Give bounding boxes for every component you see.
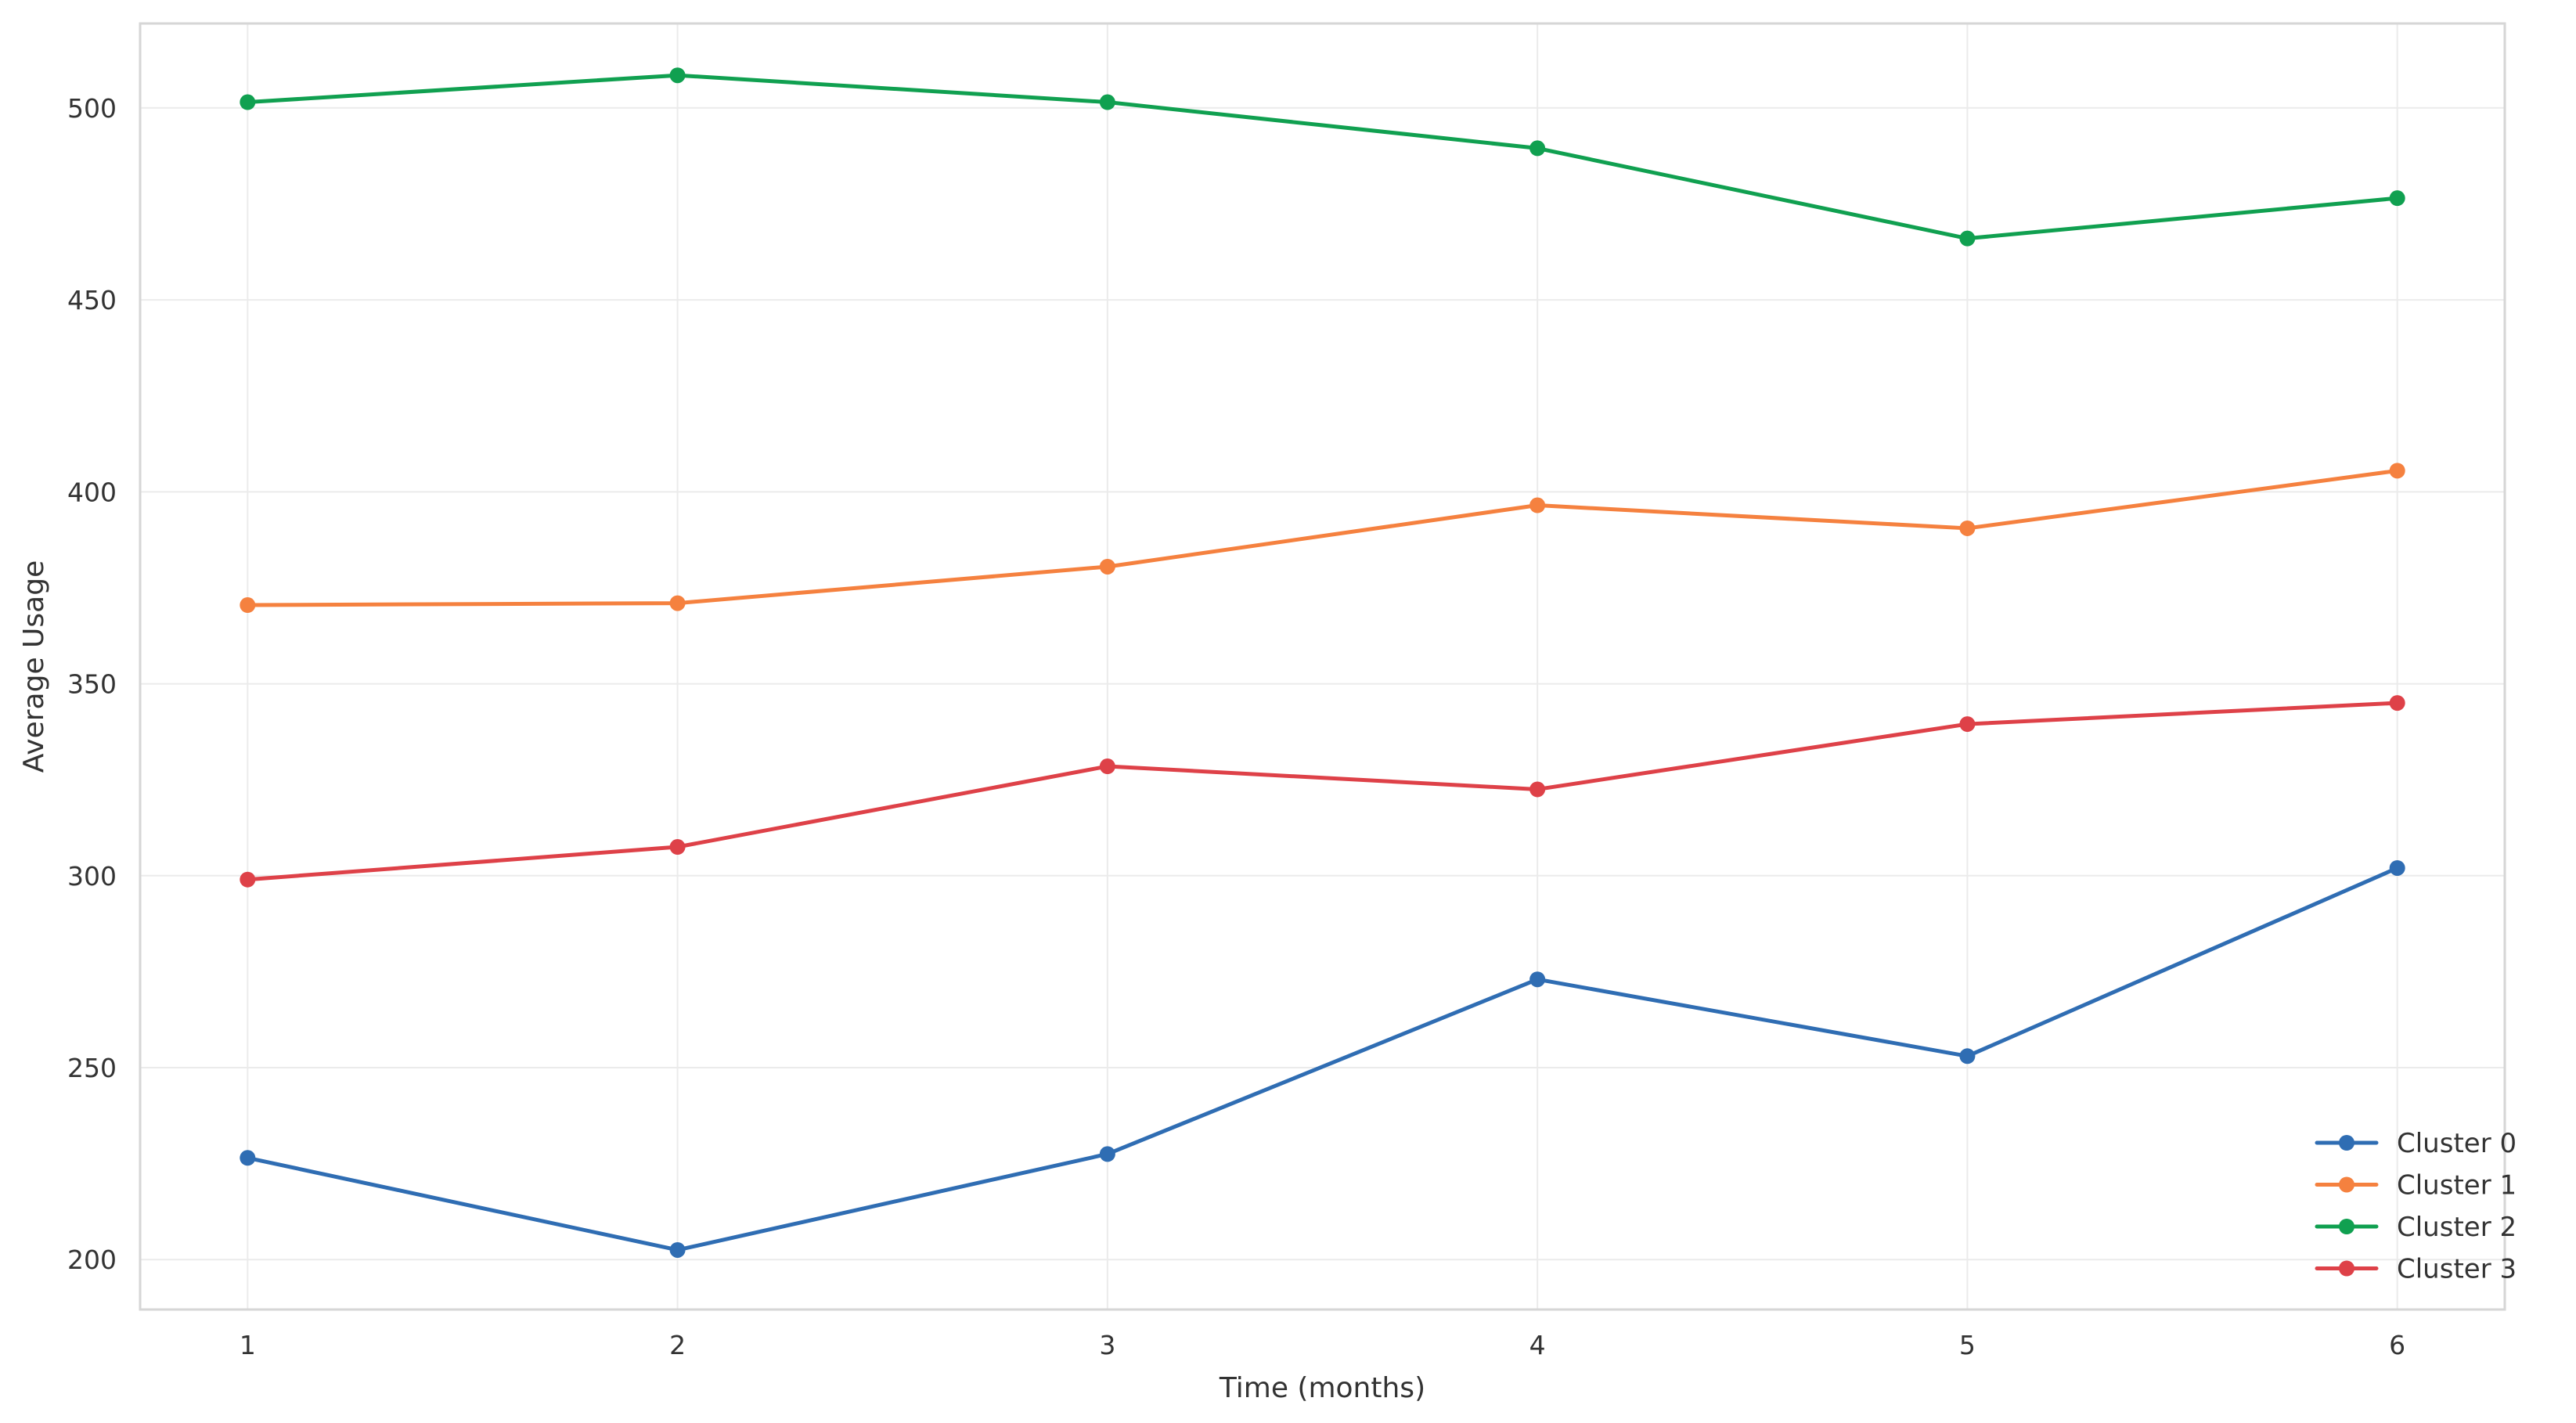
legend-marker: [2339, 1176, 2354, 1193]
legend-marker: [2339, 1219, 2354, 1234]
legend-marker: [2339, 1135, 2354, 1151]
data-point: [1959, 230, 1976, 247]
y-axis-label: Average Usage: [18, 560, 50, 773]
x-axis-label: Time (months): [1219, 1372, 1425, 1404]
series-line: [245, 73, 2400, 241]
y-tick-label: 450: [67, 285, 117, 315]
series-line: [245, 468, 2400, 607]
series-line: [245, 701, 2400, 882]
x-tick-label: 1: [240, 1330, 256, 1360]
series-lines: [240, 67, 2405, 1258]
x-axis-ticks: 1 2 3 4 5 6: [240, 1330, 2405, 1360]
data-point: [669, 595, 686, 611]
legend-label: Cluster 0: [2397, 1128, 2517, 1159]
x-tick-label: 2: [669, 1330, 686, 1360]
data-point: [1959, 520, 1976, 536]
data-point: [2389, 695, 2405, 712]
data-point: [240, 597, 256, 614]
data-point: [240, 871, 256, 888]
x-tick-label: 5: [1959, 1330, 1976, 1360]
legend-label: Cluster 3: [2397, 1254, 2517, 1285]
series-cluster-0: [240, 859, 2405, 1258]
y-tick-label: 350: [67, 669, 117, 700]
data-point: [1529, 497, 1546, 513]
x-tick-label: 4: [1529, 1330, 1546, 1360]
data-point: [2389, 859, 2405, 876]
data-point: [240, 94, 256, 110]
data-point: [1099, 1146, 1115, 1162]
data-point: [1099, 758, 1115, 775]
y-tick-label: 400: [67, 477, 117, 507]
legend-item: Cluster 3: [2315, 1254, 2517, 1285]
y-tick-label: 200: [67, 1245, 117, 1275]
data-point: [669, 67, 686, 84]
data-point: [240, 1150, 256, 1166]
series-cluster-3: [240, 695, 2405, 888]
series-cluster-2: [240, 67, 2405, 247]
legend-item: Cluster 1: [2315, 1170, 2517, 1201]
data-point: [2389, 463, 2405, 479]
x-tick-label: 3: [1099, 1330, 1115, 1360]
y-tick-label: 250: [67, 1053, 117, 1083]
data-point: [669, 839, 686, 856]
series-line: [245, 866, 2400, 1252]
data-point: [1099, 558, 1115, 575]
data-point: [1529, 781, 1546, 798]
data-point: [1959, 1048, 1976, 1065]
legend: Cluster 0 Cluster 1 Cluster 2 Cluster 3: [2315, 1128, 2517, 1285]
legend-label: Cluster 1: [2397, 1170, 2517, 1201]
legend-marker: [2339, 1260, 2354, 1277]
data-point: [1529, 971, 1546, 988]
legend-item: Cluster 2: [2315, 1212, 2517, 1243]
data-point: [669, 1241, 686, 1258]
legend-item: Cluster 0: [2315, 1128, 2517, 1159]
legend-label: Cluster 2: [2397, 1212, 2517, 1243]
x-tick-label: 6: [2389, 1330, 2405, 1360]
data-point: [2389, 190, 2405, 207]
grid: [140, 23, 2505, 1310]
series-cluster-1: [240, 463, 2405, 614]
y-tick-label: 500: [67, 93, 117, 124]
y-axis-ticks: 200 250 300 350 400 450 500: [67, 93, 117, 1275]
data-point: [1099, 94, 1115, 110]
y-tick-label: 300: [67, 861, 117, 892]
plot-area-frame: [139, 22, 2506, 1311]
data-point: [1529, 140, 1546, 157]
data-point: [1959, 716, 1976, 733]
